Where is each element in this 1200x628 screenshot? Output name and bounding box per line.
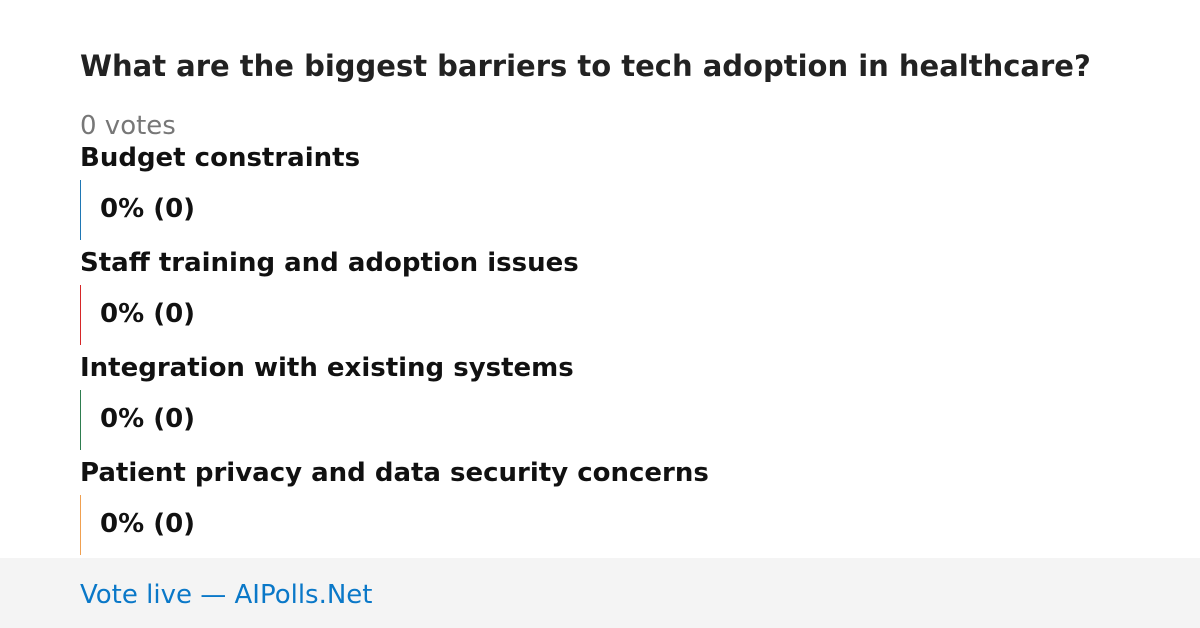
- result-bar: [80, 180, 81, 240]
- result-bar: [80, 285, 81, 345]
- vote-total: 0 votes: [80, 111, 176, 141]
- result-bar: [80, 495, 81, 555]
- option-result: 0% (0): [100, 509, 196, 539]
- option-label: Patient privacy and data security concer…: [80, 458, 709, 488]
- option-label: Budget constraints: [80, 143, 361, 173]
- option-result: 0% (0): [100, 404, 196, 434]
- option-result: 0% (0): [100, 299, 196, 329]
- option-label: Integration with existing systems: [80, 353, 574, 383]
- footer: Vote live — AIPolls.Net: [0, 558, 1200, 628]
- result-bar: [80, 390, 81, 450]
- poll-title: What are the biggest barriers to tech ad…: [80, 49, 1091, 83]
- footer-link[interactable]: Vote live — AIPolls.Net: [80, 580, 373, 610]
- option-result: 0% (0): [100, 194, 196, 224]
- option-label: Staff training and adoption issues: [80, 248, 579, 278]
